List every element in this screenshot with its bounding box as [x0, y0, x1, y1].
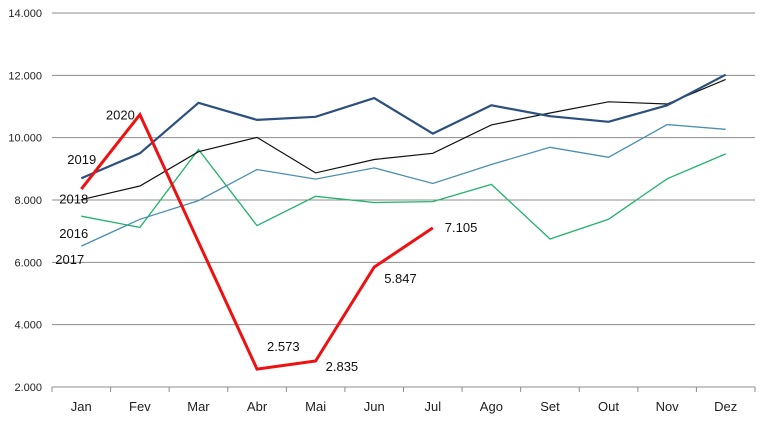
- axes: 2.000 4.000 6.000 8.000 10.000 12.000 14.000 Ja…: [8, 8, 756, 414]
- x-tick-label: Jul: [424, 399, 441, 414]
- x-tick-label: Mar: [187, 399, 210, 414]
- y-tick-label: 2.000: [14, 382, 42, 394]
- data-label: 7.105: [445, 220, 478, 235]
- y-tick-label: 10.000: [8, 133, 42, 145]
- x-tick-label: Nov: [656, 399, 680, 414]
- data-label: 5.847: [384, 271, 417, 286]
- x-tick-label: Out: [598, 399, 619, 414]
- data-label: 2.835: [326, 359, 359, 374]
- data-label: 2.573: [267, 339, 300, 354]
- x-tick-label: Fev: [129, 399, 151, 414]
- y-tick-label: 8.000: [14, 195, 42, 207]
- series-name-label-2017: 2017: [55, 252, 84, 267]
- series-lines: [80, 73, 727, 371]
- x-tick-label: Jun: [364, 399, 385, 414]
- series-line-2019: [80, 73, 727, 180]
- y-tick-label: 14.000: [8, 8, 42, 20]
- x-tick-label: Set: [540, 399, 560, 414]
- series-name-label-2018: 2018: [59, 192, 88, 207]
- x-tick-label: Jan: [71, 399, 92, 414]
- x-tick-label: Abr: [247, 399, 268, 414]
- series-line-2016: [81, 148, 726, 240]
- x-tick-label: Ago: [480, 399, 503, 414]
- gridlines: [52, 12, 755, 388]
- series-line-2020: [80, 111, 434, 371]
- series-name-label-2020: 2020: [106, 108, 135, 123]
- series-line-2018: [81, 78, 726, 201]
- y-tick-label: 12.000: [8, 70, 42, 82]
- y-tick-label: 6.000: [14, 257, 42, 269]
- labels: 2016 2017 2018 2019 2020 2.573 2.835 5.847 7.105: [55, 108, 477, 374]
- x-tick-label: Dez: [714, 399, 737, 414]
- series-name-label-2016: 2016: [59, 226, 88, 241]
- x-tick-label: Mai: [305, 399, 326, 414]
- series-line-2017: [81, 123, 726, 247]
- series-name-label-2019: 2019: [67, 152, 96, 167]
- y-tick-label: 4.000: [14, 320, 42, 332]
